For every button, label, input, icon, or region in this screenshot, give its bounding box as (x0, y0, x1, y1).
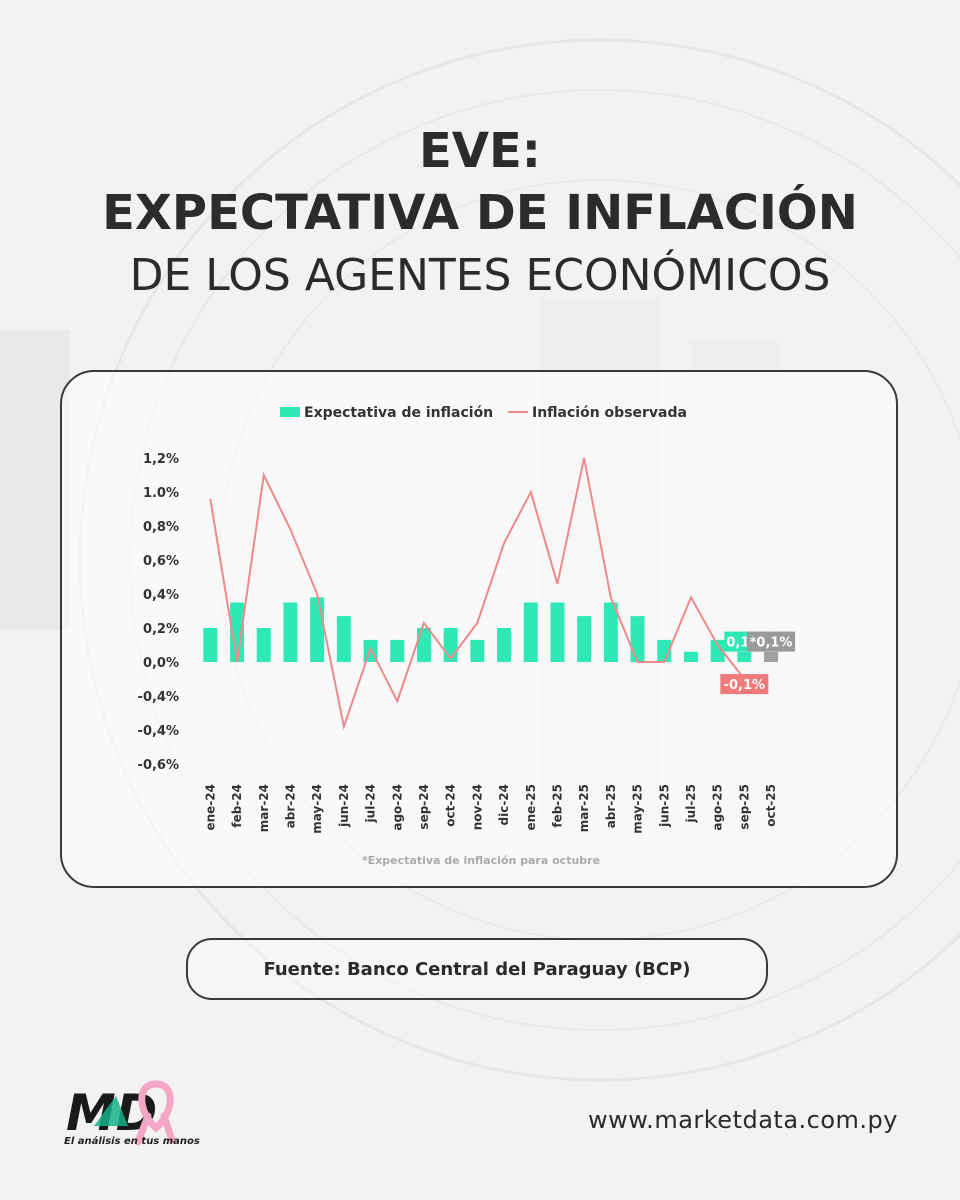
marketdata-logo: MD (66, 1080, 176, 1146)
y-tick-label: 0,2% (143, 622, 179, 637)
x-tick-label: ene-25 (524, 784, 538, 831)
data-label: *0,1% (750, 636, 793, 651)
data-label-box (747, 631, 796, 652)
x-tick-label: may-25 (631, 784, 645, 834)
title-line-2: EXPECTATIVA DE INFLACIÓN (102, 185, 858, 241)
inflation-chart: Expectativa de inflación Inflación observ… (138, 405, 796, 867)
x-tick-label: jun-25 (657, 784, 671, 828)
bar-feb-24 (230, 602, 245, 662)
bar-jun-24 (336, 616, 351, 662)
y-tick-label: 0,0% (143, 656, 179, 671)
y-tick-label: -0,6% (138, 758, 179, 773)
y-tick-label: 0,4% (143, 588, 179, 603)
bar-jul-25 (683, 651, 698, 662)
bar-dic-24 (497, 628, 512, 662)
x-tick-label: may-24 (310, 784, 324, 834)
x-tick-label: sep-25 (737, 784, 751, 830)
bar-mar-25 (577, 616, 592, 662)
bar-nov-24 (470, 639, 485, 662)
legend-label-expectativa: Expectativa de inflación (304, 405, 493, 421)
logo-tagline: El análisis en tus manos (64, 1136, 200, 1147)
x-tick-label: mar-25 (577, 784, 591, 832)
bar-may-25 (630, 616, 645, 662)
bar-abr-24 (283, 602, 298, 662)
x-tick-label: jun-24 (337, 784, 351, 828)
bar-ago-24 (390, 639, 405, 662)
x-tick-label: oct-25 (764, 784, 778, 827)
x-tick-label: dic-24 (497, 784, 511, 826)
x-tick-label: feb-24 (230, 784, 244, 828)
bar-feb-25 (550, 602, 565, 662)
x-tick-label: abr-24 (283, 784, 297, 828)
y-tick-label: 0,6% (143, 554, 179, 569)
bar-may-24 (310, 597, 325, 662)
x-tick-label: feb-25 (550, 784, 564, 828)
y-tick-label: 1.0% (143, 486, 179, 501)
y-tick-label: 0,8% (143, 520, 179, 535)
source-text: Fuente: Banco Central del Paraguay (BCP) (263, 958, 691, 980)
x-tick-label: ago-24 (390, 784, 404, 831)
bar-ene-25 (523, 602, 538, 662)
x-tick-label: ago-25 (711, 784, 725, 831)
x-tick-label: abr-25 (604, 784, 618, 828)
x-tick-label: mar-24 (257, 784, 271, 832)
title-line-1: EVE: (419, 123, 541, 179)
bar-abr-25 (603, 602, 618, 662)
chart-card: Expectativa de inflación Inflación observ… (60, 370, 898, 888)
bar-sep-24 (416, 628, 431, 662)
chart-footnote: *Expectativa de inflación para octubre (362, 854, 600, 867)
title-block: EVE: EXPECTATIVA DE INFLACIÓN DE LOS AGE… (0, 120, 960, 308)
x-tick-label: nov-24 (470, 784, 484, 830)
x-tick-label: jul-25 (684, 784, 698, 823)
bar-mar-24 (256, 628, 271, 662)
data-label-box (720, 674, 769, 695)
y-tick-label: 1,2% (143, 452, 179, 467)
bar-jun-25 (657, 639, 672, 662)
x-tick-label: ene-24 (203, 784, 217, 831)
legend-label-observada: Inflación observada (532, 405, 687, 421)
line-inflacion-observada (209, 457, 746, 731)
bar-sep-25 (737, 651, 752, 662)
y-tick-label: -0,4% (138, 724, 179, 739)
source-box: Fuente: Banco Central del Paraguay (BCP) (186, 938, 768, 1000)
website-url[interactable]: www.marketdata.com.py (588, 1106, 898, 1134)
x-tick-label: oct-24 (444, 784, 458, 827)
bar-oct-25 (764, 651, 779, 662)
data-label: -0,1% (724, 678, 765, 693)
bar-ago-25 (710, 639, 725, 662)
y-tick-label: -0,4% (138, 690, 179, 705)
bar-ene-24 (203, 628, 218, 662)
x-tick-label: jul-24 (364, 784, 378, 823)
title-line-3: DE LOS AGENTES ECONÓMICOS (129, 250, 831, 301)
legend-swatch-bar (280, 407, 300, 417)
x-tick-label: sep-24 (417, 784, 431, 830)
